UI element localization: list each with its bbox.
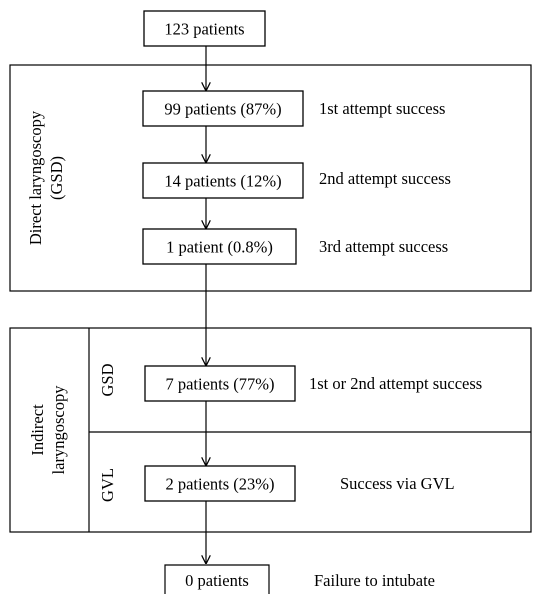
step-1-label: 99 patients (87%) bbox=[164, 100, 281, 119]
step-3-box bbox=[142, 228, 297, 265]
gvl-box-label: 2 patients (23%) bbox=[165, 475, 274, 494]
direct-section-label-line1: Direct laryngoscopy bbox=[26, 110, 45, 245]
indirect-laryngoscopy-section bbox=[9, 327, 532, 533]
root-box bbox=[143, 10, 266, 47]
step-1-box bbox=[142, 90, 304, 127]
final-note: Failure to intubate bbox=[314, 571, 435, 590]
step-1-note: 1st attempt success bbox=[319, 99, 445, 118]
gvl-box bbox=[144, 465, 296, 502]
final-box bbox=[164, 564, 270, 594]
gsd-note: 1st or 2nd attempt success bbox=[309, 374, 482, 393]
gsd-box bbox=[144, 365, 296, 402]
step-2-note: 2nd attempt success bbox=[319, 169, 451, 188]
direct-section-label-line2: (GSD) bbox=[47, 156, 66, 200]
gvl-row-label: GVL bbox=[98, 468, 117, 502]
gvl-note: Success via GVL bbox=[340, 474, 455, 493]
final-label: 0 patients bbox=[185, 571, 249, 590]
step-3-note: 3rd attempt success bbox=[319, 237, 448, 256]
gsd-box-label: 7 patients (77%) bbox=[165, 375, 274, 394]
indirect-section-label-line2: laryngoscopy bbox=[49, 385, 68, 475]
step-2-label: 14 patients (12%) bbox=[164, 172, 281, 191]
step-2-box bbox=[142, 162, 304, 199]
direct-laryngoscopy-section bbox=[9, 64, 532, 292]
indirect-section-label-line1: Indirect bbox=[28, 404, 47, 456]
gsd-row-label: GSD bbox=[98, 363, 117, 396]
root-label: 123 patients bbox=[164, 20, 244, 39]
step-3-label: 1 patient (0.8%) bbox=[166, 238, 273, 257]
